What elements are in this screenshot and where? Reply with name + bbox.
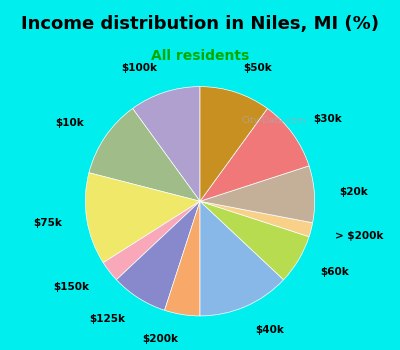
Wedge shape	[164, 201, 200, 316]
Wedge shape	[85, 173, 200, 263]
Wedge shape	[200, 201, 284, 316]
Text: $40k: $40k	[256, 325, 284, 335]
Wedge shape	[116, 201, 200, 310]
Wedge shape	[200, 108, 309, 201]
Wedge shape	[200, 201, 313, 237]
Wedge shape	[200, 86, 267, 201]
Text: $30k: $30k	[313, 114, 342, 124]
Text: $50k: $50k	[243, 63, 272, 73]
Wedge shape	[89, 108, 200, 201]
Text: All residents: All residents	[151, 49, 249, 63]
Text: $10k: $10k	[56, 118, 84, 128]
Text: > $200k: > $200k	[336, 231, 384, 241]
Text: City-Data.com: City-Data.com	[241, 116, 306, 125]
Text: $75k: $75k	[33, 218, 62, 228]
Wedge shape	[103, 201, 200, 280]
Text: $200k: $200k	[142, 334, 178, 344]
Text: $100k: $100k	[121, 63, 157, 73]
Wedge shape	[200, 201, 309, 280]
Text: $125k: $125k	[89, 314, 125, 324]
Text: $20k: $20k	[340, 188, 368, 197]
Wedge shape	[200, 166, 315, 223]
Text: $60k: $60k	[320, 267, 349, 278]
Wedge shape	[133, 86, 200, 201]
Text: Income distribution in Niles, MI (%): Income distribution in Niles, MI (%)	[21, 15, 379, 34]
Text: $150k: $150k	[54, 282, 90, 292]
